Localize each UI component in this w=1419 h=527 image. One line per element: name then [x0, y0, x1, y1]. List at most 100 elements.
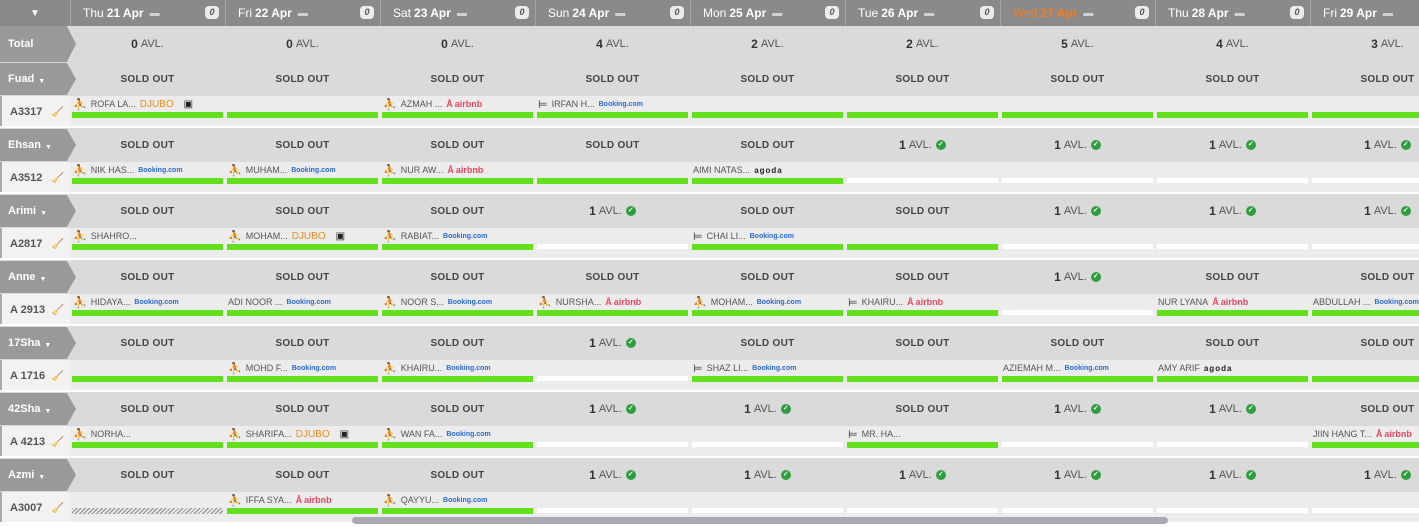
comment-icon[interactable]: ▬ — [1083, 7, 1094, 19]
availability-cell[interactable]: SOLD OUT — [690, 326, 845, 360]
group-label-1[interactable]: Ehsan ▼ — [0, 129, 76, 161]
booking-item[interactable]: ⛹ MOHAM... DJUBO ▣ — [228, 229, 379, 243]
booking-bar[interactable] — [692, 112, 843, 118]
availability-cell[interactable]: SOLD OUT — [845, 194, 1000, 228]
booking-item[interactable]: ⛹ NORHA... — [73, 427, 224, 441]
availability-cell[interactable]: SOLD OUT — [845, 326, 1000, 360]
booking-bar[interactable] — [847, 376, 998, 382]
booking-bar[interactable] — [1002, 112, 1153, 118]
availability-cell[interactable]: 1 AVL. ✓ — [535, 326, 690, 360]
room-label-4[interactable]: A 1716 🧹 — [0, 360, 70, 392]
room-label-6[interactable]: A3007 🧹 — [0, 492, 70, 524]
availability-cell[interactable]: SOLD OUT — [70, 458, 225, 492]
booking-bar[interactable] — [72, 244, 223, 250]
availability-cell[interactable]: SOLD OUT — [225, 62, 380, 96]
availability-cell[interactable]: 1 AVL. ✓ — [1155, 194, 1310, 228]
booking-item[interactable]: ⊨ CHAI LI... Booking.com — [693, 229, 844, 243]
availability-cell[interactable]: 1 AVL. ✓ — [1310, 128, 1419, 162]
booking-item[interactable]: ⊨ SHAZ LI... Booking.com — [693, 361, 844, 375]
availability-cell[interactable]: 1 AVL. ✓ — [535, 194, 690, 228]
booking-bar[interactable] — [382, 442, 533, 448]
booking-bar[interactable] — [537, 112, 688, 118]
availability-cell[interactable]: 1 AVL. ✓ — [1000, 260, 1155, 294]
booking-bar[interactable] — [227, 442, 378, 448]
blocked-bar[interactable] — [72, 508, 223, 514]
group-label-3[interactable]: Anne ▼ — [0, 261, 76, 293]
booking-bar[interactable] — [72, 112, 223, 118]
booking-item[interactable]: ⛹ SHAHRO... — [73, 229, 224, 243]
availability-cell[interactable]: SOLD OUT — [845, 392, 1000, 426]
booking-bar[interactable] — [1157, 376, 1308, 382]
booking-item[interactable]: AIMI NATAS... agoda — [693, 163, 844, 177]
booking-item[interactable]: AMY ARIF agoda — [1158, 361, 1309, 375]
day-header-1[interactable]: Fri 22 Apr ▬ 0 — [225, 0, 380, 26]
availability-cell[interactable]: SOLD OUT — [1155, 62, 1310, 96]
group-label-2[interactable]: Arimi ▼ — [0, 195, 76, 227]
broom-icon[interactable]: 🧹 — [51, 370, 64, 382]
availability-cell[interactable]: SOLD OUT — [845, 260, 1000, 294]
availability-cell[interactable]: SOLD OUT — [380, 392, 535, 426]
availability-cell[interactable]: 1 AVL. ✓ — [535, 458, 690, 492]
availability-cell[interactable]: SOLD OUT — [380, 260, 535, 294]
booking-bar[interactable] — [692, 178, 843, 184]
availability-cell[interactable]: SOLD OUT — [1310, 62, 1419, 96]
group-label-0[interactable]: Fuad ▼ — [0, 63, 76, 95]
availability-cell[interactable]: SOLD OUT — [690, 128, 845, 162]
availability-cell[interactable]: SOLD OUT — [380, 326, 535, 360]
booking-bar[interactable] — [227, 112, 378, 118]
booking-item[interactable]: ⊨ MR. HA... — [848, 427, 999, 441]
availability-cell[interactable]: 1 AVL. ✓ — [1310, 194, 1419, 228]
group-label-4[interactable]: 17Sha ▼ — [0, 327, 76, 359]
booking-item[interactable]: ⛹ SHARIFA... DJUBO ▣ — [228, 427, 379, 441]
availability-cell[interactable]: 1 AVL. ✓ — [690, 458, 845, 492]
booking-bar[interactable] — [227, 508, 378, 514]
availability-cell[interactable]: SOLD OUT — [380, 458, 535, 492]
booking-bar[interactable] — [847, 112, 998, 118]
booking-bar[interactable] — [1002, 376, 1153, 382]
broom-icon[interactable]: 🧹 — [51, 238, 64, 250]
horizontal-scrollbar[interactable] — [352, 517, 1168, 524]
comment-icon[interactable]: ▬ — [149, 7, 160, 19]
booking-bar[interactable] — [847, 442, 998, 448]
availability-cell[interactable]: SOLD OUT — [1000, 326, 1155, 360]
booking-bar[interactable] — [1312, 112, 1419, 118]
availability-cell[interactable]: 1 AVL. ✓ — [1155, 128, 1310, 162]
availability-cell[interactable]: SOLD OUT — [535, 260, 690, 294]
booking-bar[interactable] — [227, 310, 378, 316]
booking-item[interactable]: AZIEMAH M... Booking.com — [1003, 361, 1154, 375]
booking-item[interactable]: ⛹ ROFA LA... DJUBO ▣ — [73, 97, 224, 111]
day-header-3[interactable]: Sun 24 Apr ▬ 0 — [535, 0, 690, 26]
booking-bar[interactable] — [382, 508, 533, 514]
availability-cell[interactable]: SOLD OUT — [690, 62, 845, 96]
room-label-3[interactable]: A 2913 🧹 — [0, 294, 70, 326]
availability-cell[interactable]: SOLD OUT — [1310, 392, 1419, 426]
booking-item[interactable]: ⊨ IRFAN H... Booking.com — [538, 97, 689, 111]
availability-cell[interactable]: 1 AVL. ✓ — [1000, 194, 1155, 228]
booking-item[interactable]: ADI NOOR ... Booking.com — [228, 295, 379, 309]
day-header-2[interactable]: Sat 23 Apr ▬ 0 — [380, 0, 535, 26]
availability-cell[interactable]: SOLD OUT — [1155, 260, 1310, 294]
day-header-0[interactable]: Thu 21 Apr ▬ 0 — [70, 0, 225, 26]
availability-cell[interactable]: 1 AVL. ✓ — [535, 392, 690, 426]
availability-cell[interactable]: SOLD OUT — [70, 326, 225, 360]
availability-cell[interactable]: 1 AVL. ✓ — [1310, 458, 1419, 492]
day-header-4[interactable]: Mon 25 Apr ▬ 0 — [690, 0, 845, 26]
broom-icon[interactable]: 🧹 — [51, 502, 64, 514]
availability-cell[interactable]: SOLD OUT — [225, 128, 380, 162]
booking-item[interactable]: ⛹ NIK HAS... Booking.com — [73, 163, 224, 177]
booking-item[interactable]: ⛹ WAN FA... Booking.com — [383, 427, 534, 441]
collapse-toggle[interactable]: ▼ — [0, 0, 70, 26]
availability-cell[interactable]: SOLD OUT — [225, 392, 380, 426]
availability-cell[interactable]: SOLD OUT — [690, 260, 845, 294]
booking-bar[interactable] — [382, 178, 533, 184]
availability-cell[interactable]: SOLD OUT — [70, 392, 225, 426]
booking-item[interactable]: ⛹ QAYYU... Booking.com — [383, 493, 534, 507]
booking-item[interactable]: ABDULLAH ... Booking.com — [1313, 295, 1419, 309]
